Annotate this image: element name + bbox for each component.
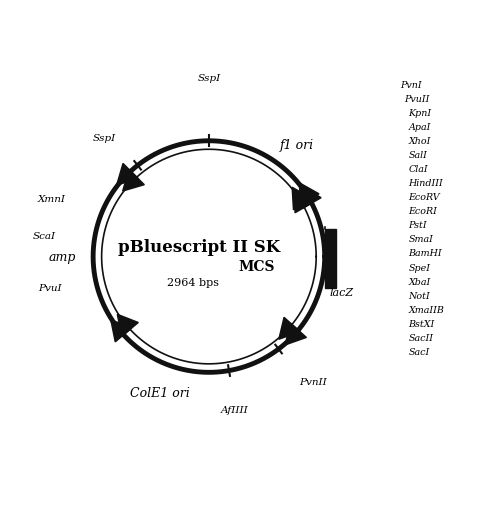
Text: PvnI: PvnI (400, 81, 422, 90)
Text: f1 ori: f1 ori (280, 138, 314, 151)
Text: MCS: MCS (239, 260, 275, 274)
Text: PvnII: PvnII (299, 377, 327, 386)
Text: HindIII: HindIII (408, 179, 443, 188)
Text: pBluescript II SK: pBluescript II SK (118, 239, 280, 256)
Text: XbaI: XbaI (408, 277, 431, 286)
Polygon shape (299, 183, 319, 206)
Polygon shape (279, 318, 300, 340)
Text: BstXI: BstXI (408, 319, 435, 328)
Polygon shape (118, 315, 138, 337)
Polygon shape (294, 191, 314, 213)
Text: 2964 bps: 2964 bps (167, 277, 220, 287)
Polygon shape (302, 187, 321, 209)
Text: XhoI: XhoI (408, 137, 431, 146)
Text: EcoRI: EcoRI (408, 207, 437, 216)
Text: PvuI: PvuI (38, 284, 62, 293)
Text: SmaI: SmaI (408, 235, 433, 244)
Text: SpeI: SpeI (408, 263, 430, 272)
Bar (326, 229, 336, 289)
Polygon shape (292, 188, 312, 210)
Text: SacI: SacI (408, 347, 430, 356)
Text: NotI: NotI (408, 291, 430, 300)
Text: EcoRV: EcoRV (408, 193, 440, 202)
Text: PvuII: PvuII (404, 95, 429, 104)
Text: PstI: PstI (408, 221, 427, 230)
Polygon shape (285, 323, 306, 345)
Text: AfIIII: AfIIII (221, 405, 249, 414)
Text: KpnI: KpnI (408, 109, 432, 118)
Text: XmaIIB: XmaIIB (408, 305, 444, 314)
Text: XmnI: XmnI (38, 195, 66, 204)
Text: ColE1 ori: ColE1 ori (129, 386, 189, 399)
Text: ScaI: ScaI (33, 231, 56, 240)
Text: BamHI: BamHI (408, 249, 442, 258)
Text: SspI: SspI (93, 134, 116, 143)
Polygon shape (111, 320, 132, 342)
Text: lacZ: lacZ (329, 288, 353, 297)
Text: SspI: SspI (197, 73, 221, 82)
Text: ApaI: ApaI (408, 123, 431, 132)
Text: SalI: SalI (408, 151, 427, 160)
Text: amp: amp (49, 250, 76, 264)
Polygon shape (117, 164, 138, 186)
Polygon shape (123, 170, 144, 192)
Text: SacII: SacII (408, 333, 433, 342)
Text: ClaI: ClaI (408, 165, 428, 174)
